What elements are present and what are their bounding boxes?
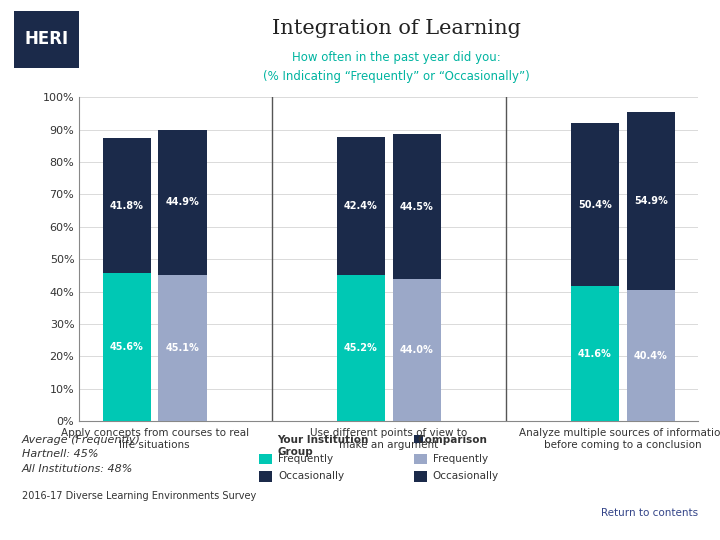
Bar — [626, 291, 675, 421]
Text: HERI: HERI — [24, 30, 69, 48]
Bar — [392, 279, 441, 421]
Text: 41.8%: 41.8% — [110, 201, 144, 211]
Text: Return to contents: Return to contents — [601, 508, 698, 518]
Text: Integration of Learning: Integration of Learning — [271, 19, 521, 38]
Bar — [392, 134, 441, 279]
Text: 45.1%: 45.1% — [166, 343, 199, 353]
Text: 50.4%: 50.4% — [578, 200, 612, 210]
Text: Average (Frequently): Average (Frequently) — [22, 435, 140, 445]
Text: Frequently: Frequently — [278, 454, 333, 464]
Text: 44.9%: 44.9% — [166, 197, 199, 207]
Text: 44.5%: 44.5% — [400, 201, 433, 212]
Bar — [158, 130, 207, 275]
Text: Frequently: Frequently — [433, 454, 488, 464]
Bar — [158, 275, 207, 421]
Text: 54.9%: 54.9% — [634, 197, 667, 206]
Bar — [337, 275, 385, 421]
Text: 45.2%: 45.2% — [344, 343, 378, 353]
Text: 40.4%: 40.4% — [634, 351, 667, 361]
Text: Occasionally: Occasionally — [278, 471, 344, 481]
Text: All Institutions: 48%: All Institutions: 48% — [22, 464, 133, 474]
Text: How often in the past year did you:
(% Indicating “Frequently” or “Occasionally”: How often in the past year did you: (% I… — [263, 51, 529, 83]
Bar — [571, 286, 619, 421]
Bar — [103, 273, 151, 421]
Text: Your Institution
Group: Your Institution Group — [277, 435, 369, 457]
Text: Comparison: Comparison — [418, 435, 487, 445]
Text: Occasionally: Occasionally — [433, 471, 499, 481]
Bar — [103, 138, 151, 273]
Bar — [571, 123, 619, 286]
Text: 42.4%: 42.4% — [344, 201, 378, 211]
Bar — [337, 137, 385, 275]
Bar — [626, 112, 675, 291]
Text: 41.6%: 41.6% — [578, 349, 612, 359]
Text: 44.0%: 44.0% — [400, 345, 433, 355]
Text: 2016-17 Diverse Learning Environments Survey: 2016-17 Diverse Learning Environments Su… — [22, 491, 256, 502]
Text: 45.6%: 45.6% — [110, 342, 144, 352]
Text: Hartnell: 45%: Hartnell: 45% — [22, 449, 98, 460]
